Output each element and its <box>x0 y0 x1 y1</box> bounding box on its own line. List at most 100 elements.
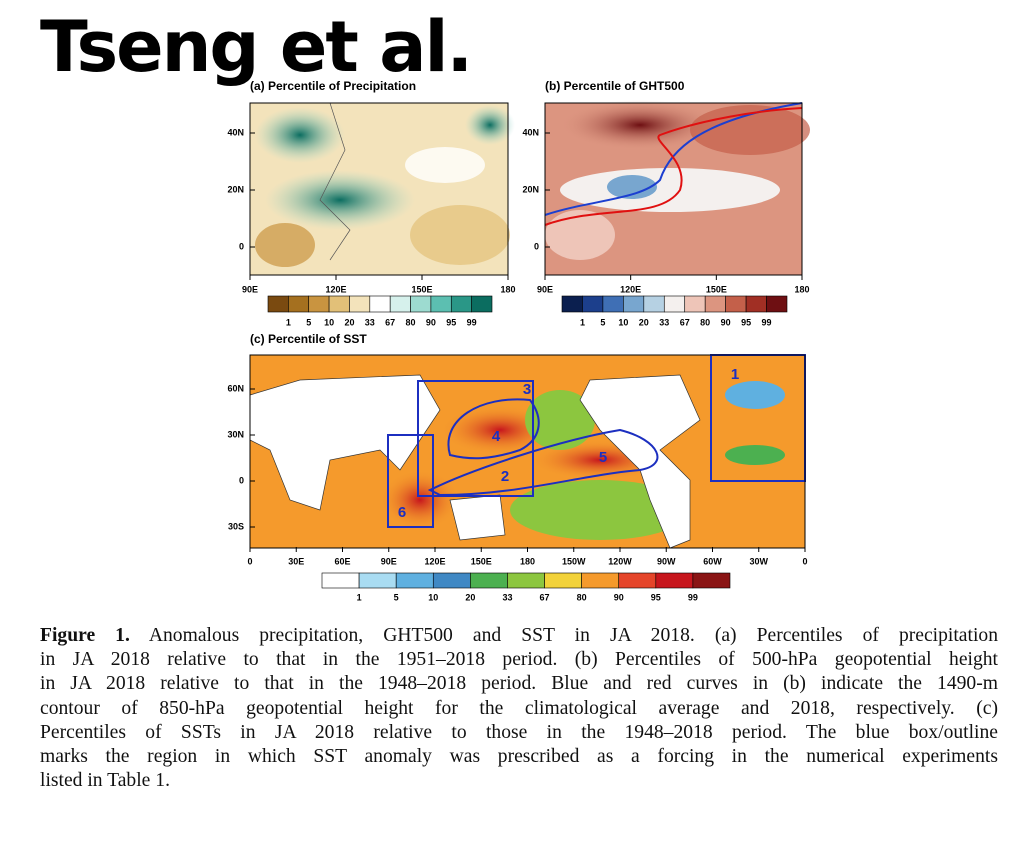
colorbar-swatch <box>395 572 434 589</box>
panel-title: (b) Percentile of GHT500 <box>545 79 685 93</box>
colorbar-swatch <box>410 295 432 313</box>
y-tick-label: 30N <box>227 429 244 439</box>
region-label: 2 <box>501 468 509 485</box>
y-tick-label: 60N <box>227 383 244 393</box>
colorbar-label: 90 <box>426 317 436 327</box>
colorbar-swatch <box>544 572 582 589</box>
x-tick-label: 180 <box>500 284 515 294</box>
colorbar-swatch <box>507 572 545 589</box>
x-tick-label: 120E <box>620 284 641 294</box>
colorbar-label: 33 <box>659 317 669 327</box>
colorbar-label: 99 <box>467 317 477 327</box>
y-tick-label: 0 <box>534 241 539 251</box>
y-tick-label: 20N <box>227 184 244 194</box>
colorbar-swatch <box>369 295 391 313</box>
x-tick-label: 0 <box>802 556 807 566</box>
y-tick-label: 20N <box>522 184 539 194</box>
x-tick-label: 120E <box>424 556 445 566</box>
caption-line: Percentiles of SSTs in JA 2018 relative … <box>40 721 998 745</box>
colorbar-swatch <box>684 295 706 313</box>
colorbar-swatch <box>561 295 583 313</box>
caption: Figure 1. Anomalous precipitation, GHT50… <box>40 624 998 793</box>
colorbar-label: 95 <box>651 592 661 602</box>
colorbar-label: 80 <box>577 592 587 602</box>
colorbar-label: 90 <box>721 317 731 327</box>
colorbar-swatch <box>623 295 645 313</box>
panel-title: (c) Percentile of SST <box>250 332 367 346</box>
colorbar-label: 90 <box>614 592 624 602</box>
colorbar-swatch <box>602 295 624 313</box>
colorbar-label: 5 <box>394 592 399 602</box>
region-label: 1 <box>731 366 739 383</box>
y-tick-label: 0 <box>239 241 244 251</box>
colorbar-label: 80 <box>406 317 416 327</box>
colorbar-swatch <box>358 572 397 589</box>
colorbar-swatch <box>471 295 493 313</box>
x-tick-label: 150E <box>471 556 492 566</box>
colorbar-label: 1 <box>580 317 585 327</box>
colorbar-swatch <box>643 295 665 313</box>
x-tick-label: 90W <box>657 556 676 566</box>
x-tick-label: 180 <box>794 284 809 294</box>
colorbar-swatch <box>704 295 726 313</box>
x-tick-label: 150E <box>706 284 727 294</box>
colorbar-label: 20 <box>344 317 354 327</box>
colorbar-label: 33 <box>365 317 375 327</box>
x-tick-label: 180 <box>520 556 535 566</box>
y-tick-label: 30S <box>228 521 244 531</box>
colorbar-swatch <box>321 572 360 589</box>
x-tick-label: 90E <box>242 284 258 294</box>
x-tick-label: 90E <box>537 284 553 294</box>
header-title: Tseng et al. <box>40 6 473 88</box>
caption-label: Figure 1. <box>40 625 130 646</box>
y-tick-label: 0 <box>239 475 244 485</box>
caption-text: listed in Table 1. <box>40 770 170 792</box>
caption-text: in JA 2018 relative to that in the 1951–… <box>40 649 998 671</box>
map-a <box>249 102 515 276</box>
colorbar-swatch <box>430 295 452 313</box>
colorbar-swatch <box>745 295 767 313</box>
region-label: 3 <box>523 381 531 398</box>
colorbar-swatch <box>581 572 620 589</box>
colorbar-label: 1 <box>357 592 362 602</box>
caption-line: in JA 2018 relative to that in the 1951–… <box>40 648 998 672</box>
caption-line: listed in Table 1. <box>40 769 998 793</box>
colorbar-label: 20 <box>465 592 475 602</box>
colorbar-label: 95 <box>741 317 751 327</box>
colorbar-swatch <box>692 572 731 589</box>
y-tick-label: 40N <box>227 127 244 137</box>
colorbar-label: 5 <box>306 317 311 327</box>
caption-text: in JA 2018 relative to that in the 1948–… <box>40 673 998 695</box>
colorbar-label: 80 <box>700 317 710 327</box>
colorbar-label: 67 <box>680 317 690 327</box>
colorbar-label: 67 <box>385 317 395 327</box>
colorbar-swatch <box>288 295 310 313</box>
colorbar-label: 10 <box>324 317 334 327</box>
caption-text: Anomalous precipitation, GHT500 and SST … <box>129 625 998 646</box>
colorbar-label: 95 <box>446 317 456 327</box>
caption-line: marks the region in which SST anomaly wa… <box>40 745 998 769</box>
colorbar-label: 10 <box>618 317 628 327</box>
x-tick-label: 90E <box>381 556 397 566</box>
caption-text: marks the region in which SST anomaly wa… <box>40 746 998 768</box>
x-tick-label: 150W <box>562 556 586 566</box>
colorbar-label: 1 <box>286 317 291 327</box>
map-b <box>544 100 810 276</box>
region-label: 5 <box>599 449 607 466</box>
colorbar-swatch <box>328 295 350 313</box>
region-label: 4 <box>492 428 501 445</box>
caption-text: contour of 850-hPa geopotential height f… <box>40 697 998 719</box>
colorbar-swatch <box>725 295 747 313</box>
y-tick-label: 40N <box>522 127 539 137</box>
x-tick-label: 120W <box>608 556 632 566</box>
caption-text: Percentiles of SSTs in JA 2018 relative … <box>40 721 998 743</box>
colorbar-swatch <box>308 295 330 313</box>
x-tick-label: 60E <box>334 556 350 566</box>
colorbar-label: 99 <box>762 317 772 327</box>
x-tick-label: 0 <box>247 556 252 566</box>
colorbar-swatch <box>663 295 686 313</box>
panel-title: (a) Percentile of Precipitation <box>250 79 416 93</box>
map-c <box>249 354 806 549</box>
